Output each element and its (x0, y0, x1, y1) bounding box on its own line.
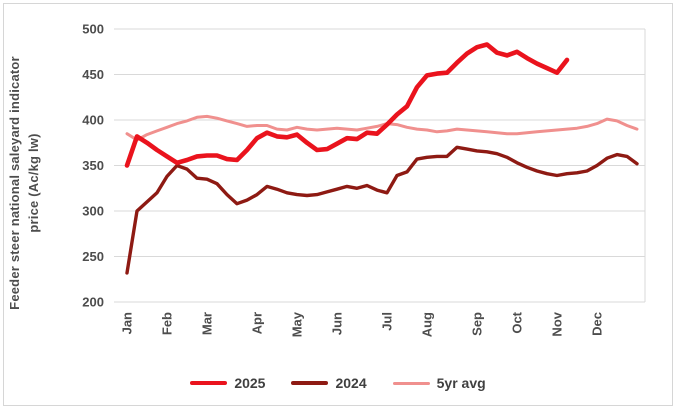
series-line-5yr-avg (125, 114, 639, 142)
legend-item-2025: 2025 (190, 375, 265, 391)
legend-item-2024: 2024 (291, 375, 367, 391)
x-tick-label-may: May (290, 311, 305, 337)
x-tick-label-jul: Jul (380, 312, 395, 331)
y-tick-label-450: 450 (82, 67, 104, 82)
legend-item-5yr-avg: 5yr avg (392, 375, 486, 391)
x-tick-label-aug: Aug (420, 312, 435, 337)
legend-swatch-2024 (291, 381, 329, 385)
legend: 2025 2024 5yr avg (4, 375, 672, 391)
x-tick-label-mar: Mar (200, 312, 215, 335)
series-line-2025 (124, 42, 570, 168)
series-line-2024 (125, 145, 639, 275)
y-tick-label-400: 400 (82, 113, 104, 128)
x-tick-label-jun: Jun (330, 312, 345, 335)
x-tick-label-sep: Sep (470, 312, 485, 336)
x-tick-label-nov: Nov (550, 311, 565, 336)
x-tick-label-jan: Jan (120, 312, 135, 334)
y-tick-label-250: 250 (82, 249, 104, 264)
x-tick-label-apr: Apr (250, 312, 265, 334)
x-tick-label-dec: Dec (590, 312, 605, 336)
x-tick-label-oct: Oct (510, 311, 525, 333)
y-tick-label-200: 200 (82, 295, 104, 310)
legend-label-5yr-avg: 5yr avg (436, 375, 486, 391)
legend-label-2024: 2024 (335, 375, 367, 391)
plot-area: 500 450 400 350 300 250 200 Jan Feb Mar Apr May Jun J… (82, 22, 646, 337)
x-tick-label-feb: Feb (160, 312, 175, 335)
legend-label-2025: 2025 (234, 375, 266, 391)
y-tick-label-350: 350 (82, 158, 104, 173)
legend-swatch-5yr-avg (392, 381, 430, 385)
y-tick-label-300: 300 (82, 204, 104, 219)
chart-container: Feeder steer national saleyard indicator… (3, 3, 673, 406)
y-tick-label-500: 500 (82, 22, 104, 37)
legend-swatch-2025 (190, 380, 228, 386)
